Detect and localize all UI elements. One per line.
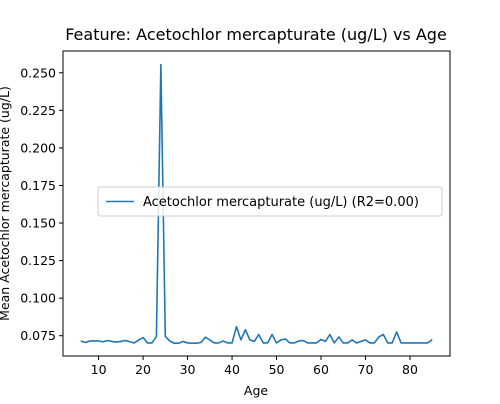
x-tick-label: 20 [135,362,151,377]
x-tick-label: 10 [91,362,107,377]
y-tick-label: 0.225 [20,103,56,118]
chart-title: Feature: Acetochlor mercapturate (ug/L) … [65,25,447,44]
y-axis-label: Mean Acetochlor mercapturate (ug/L) [0,86,12,321]
series-line [80,63,433,345]
x-tick-label: 50 [269,362,285,377]
axis-ticks: 10 20 30 40 50 60 70 80 0.075 0.100 0.125 0.150 0.17… [20,65,418,377]
y-tick-label: 0.175 [20,178,56,193]
y-tick-label: 0.200 [20,140,56,155]
y-tick-label: 0.075 [20,328,56,343]
x-tick-label: 60 [313,362,329,377]
series-layer [80,63,433,345]
x-tick-label: 40 [224,362,240,377]
x-tick-label: 70 [358,362,374,377]
legend-box [97,186,443,217]
y-tick-label: 0.150 [20,216,56,231]
y-tick-label: 0.100 [20,291,56,306]
y-tick-label: 0.250 [20,65,56,80]
x-axis-label: Age [244,383,268,398]
legend: Acetochlor mercapturate (ug/L) (R2=0.00) [97,186,443,217]
x-tick-label: 80 [402,362,418,377]
legend-label: Acetochlor mercapturate (ug/L) (R2=0.00) [143,195,419,210]
x-tick-label: 30 [180,362,196,377]
plot-frame [62,50,451,357]
y-tick-label: 0.125 [20,253,56,268]
